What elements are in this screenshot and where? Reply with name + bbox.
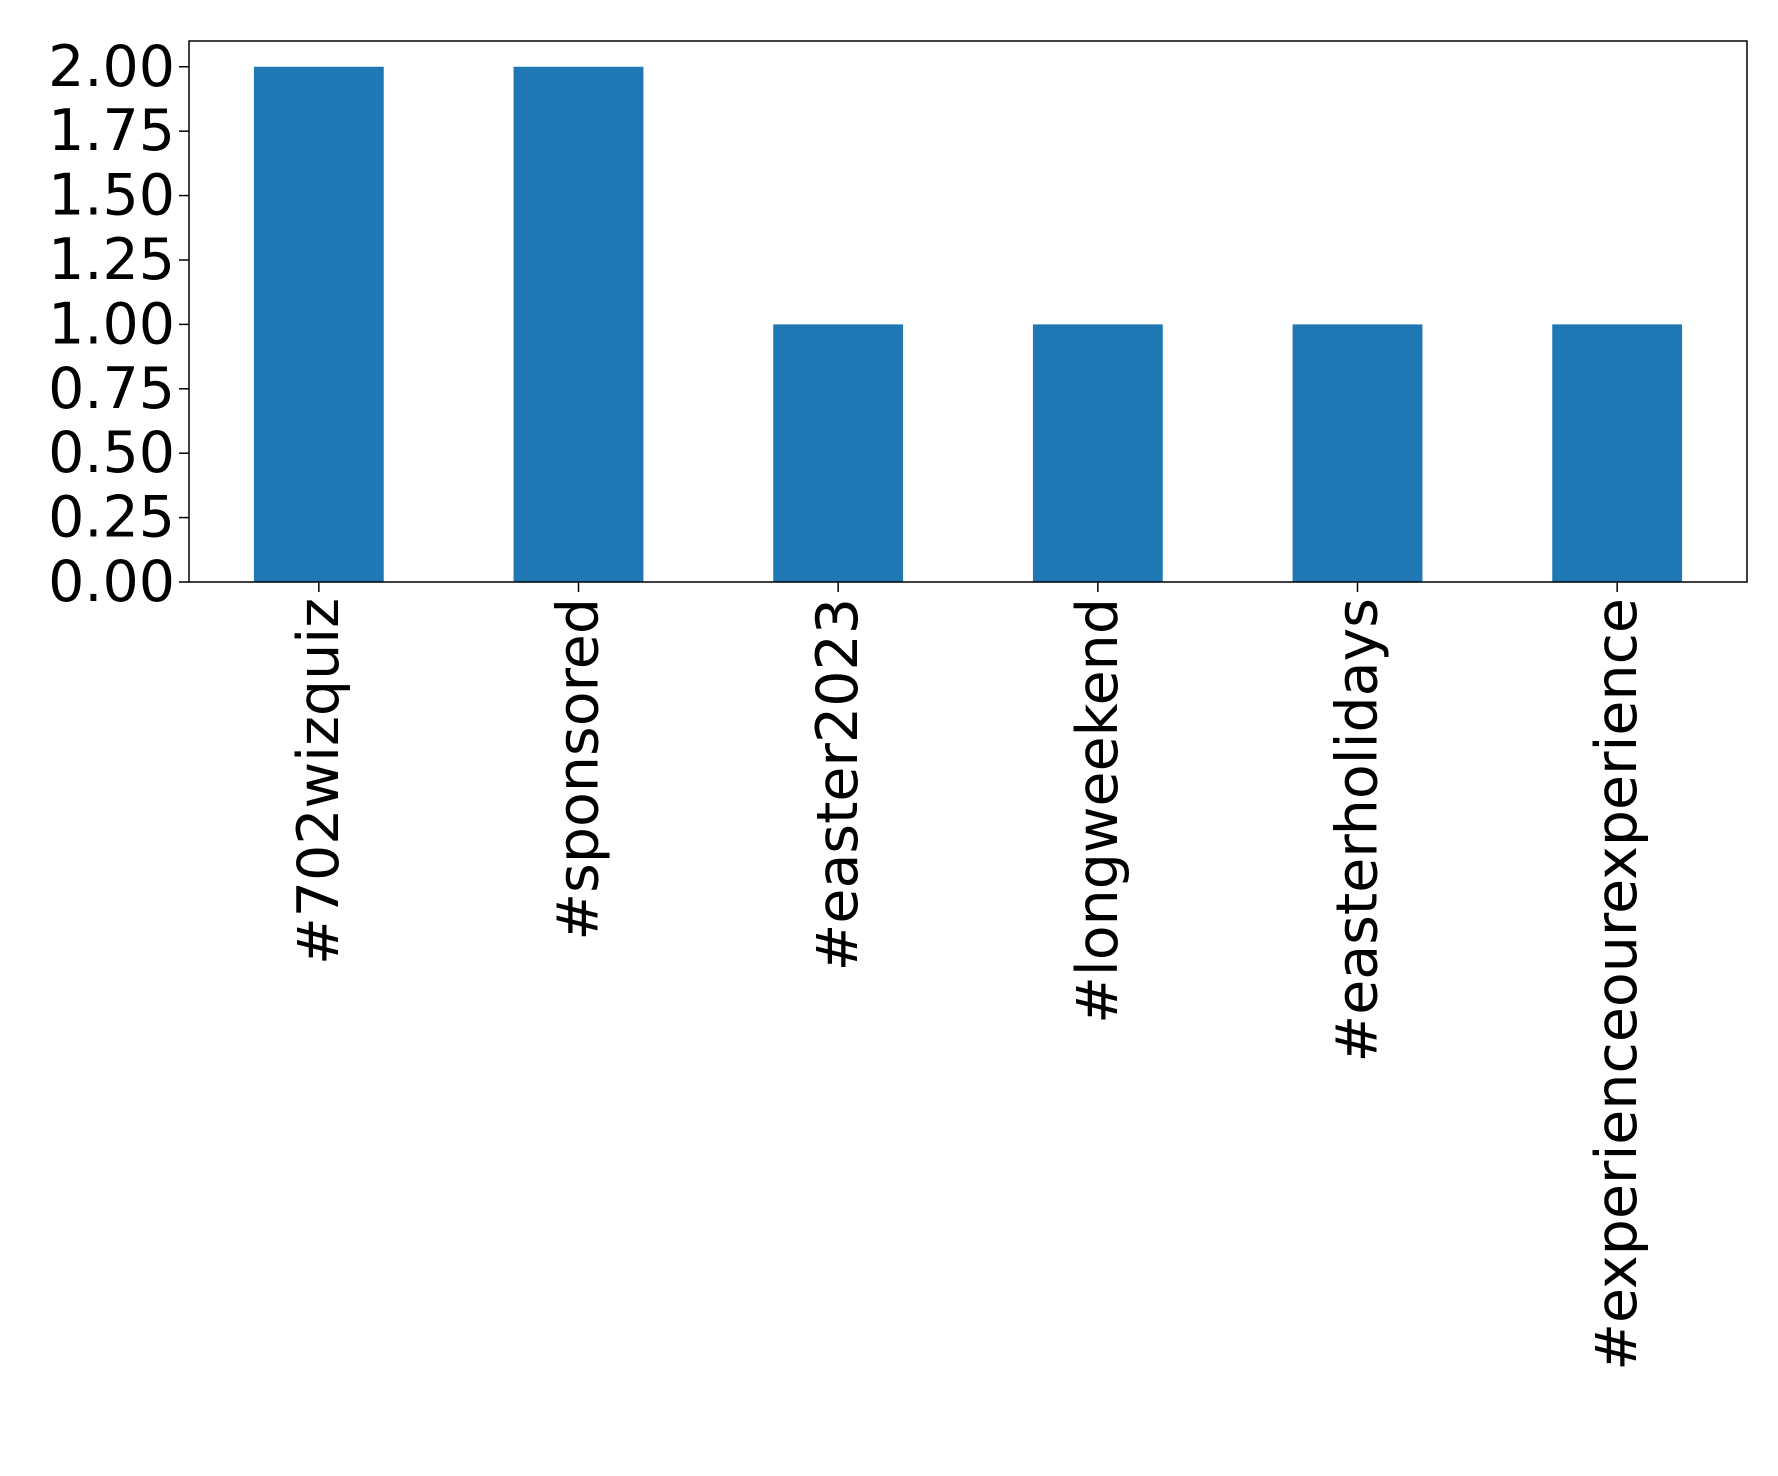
x-tick-label: #702wizquiz [286, 598, 352, 965]
bar [253, 66, 384, 582]
x-tick-label: #sponsored [546, 598, 612, 941]
x-tick-label: #experienceourexperience [1584, 598, 1650, 1371]
bar [1032, 324, 1163, 582]
y-tick-label: 0.25 [48, 485, 175, 551]
y-tick-label: 1.75 [48, 98, 175, 164]
y-tick-label: 1.50 [48, 163, 175, 229]
x-tick-label: #easterholidays [1325, 598, 1391, 1063]
plot-frame [188, 40, 1748, 583]
bar [513, 66, 644, 582]
y-tick-label: 2.00 [48, 34, 175, 100]
y-tick-label: 1.25 [48, 227, 175, 293]
y-tick-label: 0.75 [48, 356, 175, 422]
bar [773, 324, 904, 582]
bar [1292, 324, 1423, 582]
y-tick-label: 1.00 [48, 291, 175, 357]
y-tick-label: 0.50 [48, 420, 175, 486]
y-tick-label: 0.00 [48, 549, 175, 615]
x-tick-label: #easter2023 [805, 598, 871, 971]
x-tick-label: #longweekend [1065, 598, 1131, 1024]
bar [1552, 324, 1683, 582]
